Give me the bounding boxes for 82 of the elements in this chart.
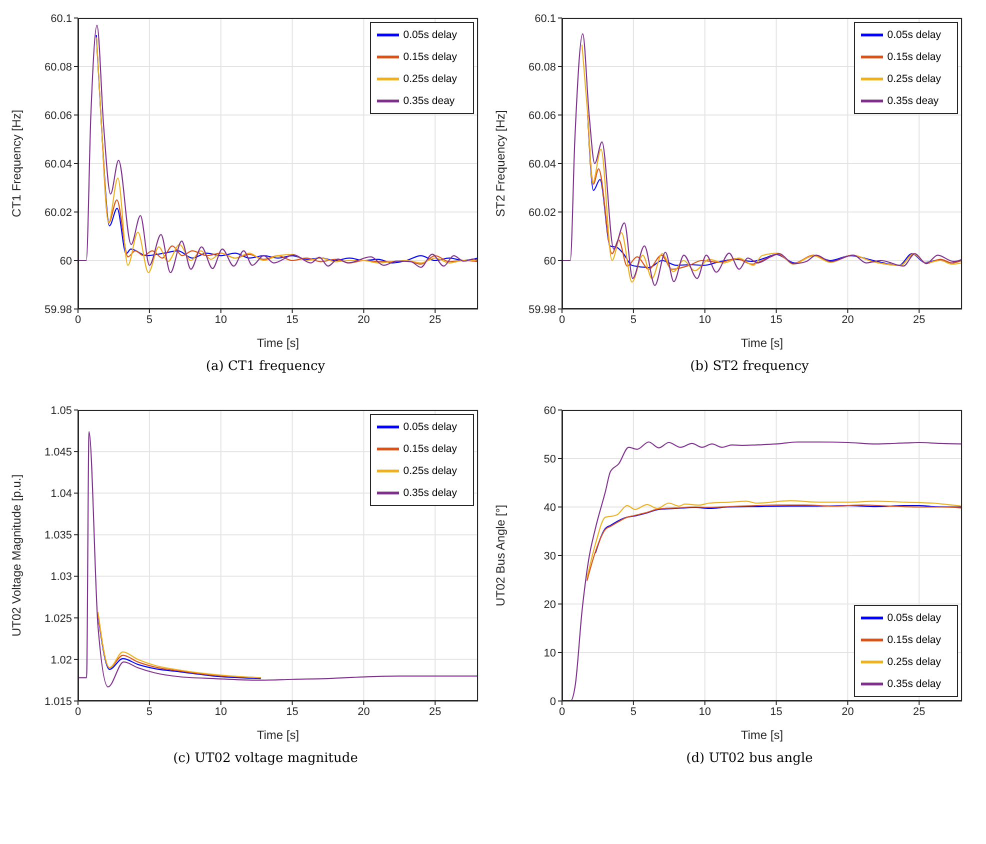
x-axis-title: Time [s] [256, 336, 300, 350]
x-tick-label: 0 [74, 314, 82, 326]
x-tick-label: 25 [913, 314, 926, 326]
y-tick-label: 60.02 [528, 206, 556, 219]
x-tick-label: 10 [214, 314, 227, 326]
text: (d) UT02 bus angle [685, 751, 814, 766]
y-axis-title: ST2 Frequency [Hz] [493, 110, 508, 217]
legend-label: 0.35s deay [887, 94, 939, 107]
legend-label: 0.35s deay [403, 94, 455, 107]
x-tick-label: 25 [913, 706, 926, 718]
y-tick-label: 60.04 [44, 158, 72, 170]
y-tick-label: 1.03 [50, 571, 72, 584]
x-tick-label: 15 [286, 706, 298, 718]
y-tick-label: 60.08 [528, 61, 556, 74]
y-tick-label: 60 [60, 255, 72, 268]
x-tick-label: 15 [286, 314, 298, 326]
y-tick-label: 1.05 [50, 404, 72, 417]
legend-label: 0.35s delay [403, 486, 457, 499]
text: (a) CT1 frequency [204, 359, 326, 374]
x-tick-label: 5 [630, 706, 636, 718]
x-tick-label: 25 [429, 706, 442, 718]
x-axis-title: Time [s] [740, 336, 784, 350]
x-tick-label: 25 [429, 314, 442, 326]
y-tick-label: 59.98 [528, 304, 556, 316]
x-tick-label: 0 [558, 706, 566, 718]
legend-label: 0.15s delay [887, 50, 941, 63]
y-tick-label: 30 [544, 550, 556, 562]
y-tick-label: 60 [544, 404, 556, 417]
y-tick-label: 60 [544, 255, 556, 268]
legend-label: 0.35s delay [887, 678, 941, 690]
x-tick-label: 10 [214, 706, 227, 718]
legend-label: 0.25s delay [887, 72, 941, 85]
legend-label: 0.25s delay [403, 72, 457, 85]
x-tick-label: 20 [842, 706, 854, 718]
x-tick-label: 5 [630, 314, 636, 326]
text: (c) UT02 voltage magnitude [172, 751, 359, 766]
y-tick-label: 60.1 [50, 12, 72, 25]
y-tick-label: 60.1 [534, 12, 556, 25]
y-tick-label: 1.015 [44, 696, 72, 708]
y-tick-label: 60.04 [528, 158, 556, 170]
x-axis-title: Time [s] [256, 728, 300, 742]
y-tick-label: 60.06 [44, 110, 72, 122]
y-tick-label: 20 [544, 598, 556, 611]
y-tick-label: 1.045 [44, 446, 72, 458]
x-tick-label: 0 [74, 706, 82, 718]
legend-label: 0.15s delay [403, 50, 457, 63]
x-tick-label: 20 [358, 706, 370, 718]
y-tick-label: 1.035 [44, 530, 72, 542]
x-tick-label: 10 [698, 314, 711, 326]
legend-label: 0.05s delay [887, 28, 941, 41]
legend-label: 0.05s delay [403, 28, 457, 41]
line-series [594, 504, 962, 554]
y-tick-label: 40 [544, 502, 556, 514]
y-tick-label: 60.08 [44, 61, 72, 74]
y-tick-label: 1.04 [50, 488, 72, 500]
y-tick-label: 1.02 [50, 654, 72, 666]
legend-label: 0.05s delay [403, 420, 457, 433]
text: (b) ST2 frequency [689, 359, 810, 374]
y-tick-label: 50 [544, 453, 556, 466]
legend-label: 0.15s delay [403, 442, 457, 455]
y-tick-label: 0 [550, 696, 556, 708]
x-tick-label: 0 [558, 314, 566, 326]
x-tick-label: 5 [146, 706, 152, 718]
x-tick-label: 15 [770, 706, 782, 718]
y-tick-label: 10 [544, 647, 556, 660]
x-axis-title: Time [s] [740, 728, 784, 742]
y-axis-title: CT1 Frequency [Hz] [9, 110, 24, 218]
y-tick-label: 60.06 [528, 110, 556, 122]
legend-label: 0.25s delay [403, 464, 457, 477]
y-axis-title: UT02 Voltage Magnitude [p.u.] [9, 474, 24, 637]
legend-label: 0.05s delay [887, 612, 941, 624]
y-tick-label: 1.025 [44, 612, 72, 625]
x-tick-label: 20 [358, 314, 370, 326]
x-tick-label: 10 [698, 706, 711, 718]
y-tick-label: 59.98 [44, 304, 72, 316]
y-axis-title: UT02 Bus Angle [°] [493, 504, 508, 606]
x-tick-label: 5 [146, 314, 152, 326]
x-tick-label: 20 [842, 314, 854, 326]
x-tick-label: 15 [770, 314, 782, 326]
legend-label: 0.25s delay [887, 656, 941, 668]
y-tick-label: 60.02 [44, 206, 72, 219]
legend-label: 0.15s delay [887, 634, 941, 646]
